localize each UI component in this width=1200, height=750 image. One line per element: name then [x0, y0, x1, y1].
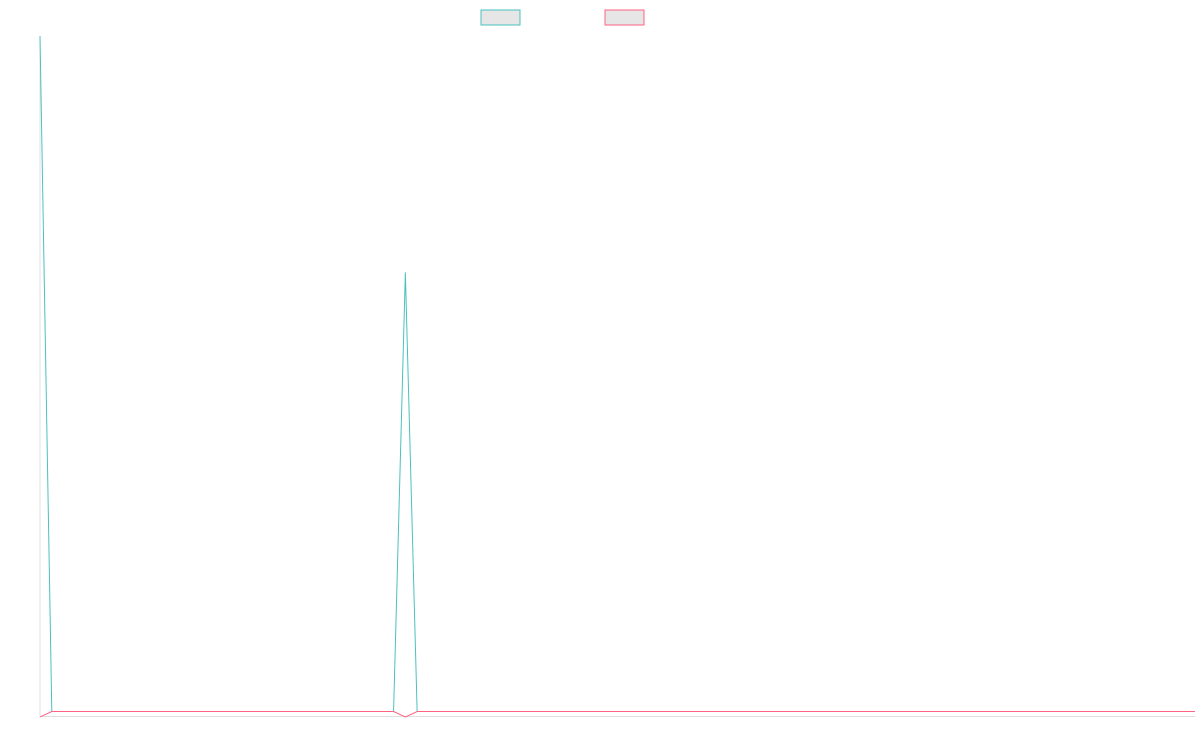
chart-series: [39, 35, 1195, 718]
legend-swatch-1[interactable]: [480, 9, 521, 26]
legend-swatch-2[interactable]: [604, 9, 645, 26]
series-line-2: [39, 711, 1195, 718]
chart-axes: [39, 36, 1195, 717]
chart-legend[interactable]: [480, 9, 645, 26]
series-line-1: [39, 35, 1195, 712]
